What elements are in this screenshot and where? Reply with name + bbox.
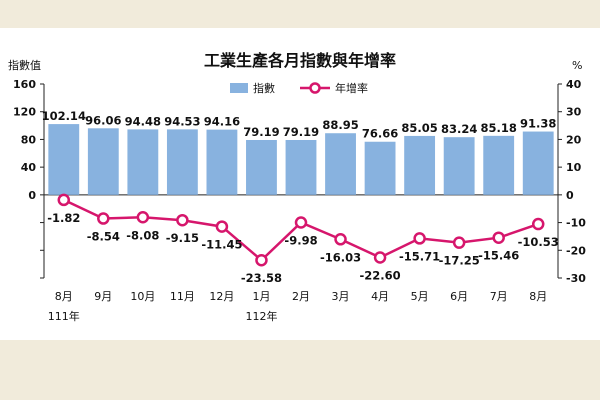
right-tick-label: 20 <box>566 133 582 146</box>
axes: 160 120 80 40 0 40 30 20 10 0 -10 -20 -30 <box>13 78 586 285</box>
chart-title: 工業生產各月指數與年增率 <box>204 51 396 70</box>
left-tick-label: 160 <box>13 78 36 91</box>
bar-value-label: 79.19 <box>243 125 279 139</box>
line-value-label: -11.45 <box>201 238 242 252</box>
bar-value-label: 88.95 <box>322 118 358 132</box>
bar-value-label: 85.18 <box>480 121 516 135</box>
left-tick-label: 80 <box>21 133 37 146</box>
right-tick-label: -30 <box>566 272 586 285</box>
left-axis-label: 指數值 <box>8 58 41 72</box>
year-label: 112年 <box>245 309 277 323</box>
legend-line-marker <box>309 82 321 94</box>
left-tick-label: 120 <box>13 106 36 119</box>
line-point <box>373 251 387 264</box>
line-point <box>294 216 308 229</box>
x-tick-label: 1月 <box>252 290 270 303</box>
legend-bar-swatch <box>230 83 248 93</box>
x-axis-labels: 8月 9月 10月 11月 12月 1月 2月 3月 4月 5月 6月 7月 8月 111年 112年 <box>48 290 547 323</box>
x-tick-label: 8月 <box>55 290 73 303</box>
x-tick-label: 2月 <box>292 290 310 303</box>
right-tick-label: -10 <box>566 217 586 230</box>
line-value-label: -10.53 <box>518 235 559 249</box>
bar-value-label: 96.06 <box>85 113 121 127</box>
bar <box>246 139 277 195</box>
line-point <box>413 232 426 245</box>
line-series: -1.82 -8.54 -8.08 -9.15 -11.45 -23.58 -9.98-16… <box>47 193 559 285</box>
legend-line-label: 年增率 <box>335 81 368 95</box>
bar <box>87 128 119 195</box>
line-point <box>97 212 110 225</box>
bar-value-label: 83.24 <box>441 122 477 136</box>
line-value-label: -22.60 <box>359 268 400 282</box>
line-value-label: -8.54 <box>87 230 120 244</box>
x-tick-label: 6月 <box>450 290 468 303</box>
line-point <box>176 213 189 227</box>
line-value-label: -8.08 <box>126 228 159 242</box>
right-axis-label: % <box>572 59 582 72</box>
line-point <box>531 217 545 231</box>
bar <box>206 129 238 195</box>
x-tick-label: 5月 <box>411 290 429 303</box>
x-tick-label: 4月 <box>371 290 389 303</box>
bar-value-label: 94.48 <box>125 114 161 128</box>
line-value-label: -1.82 <box>47 211 80 225</box>
x-tick-label: 9月 <box>94 290 112 303</box>
bar-value-label: 79.19 <box>283 125 319 139</box>
bar-value-label: 85.05 <box>401 121 437 135</box>
left-tick-label: 40 <box>21 161 37 174</box>
line-point <box>57 193 71 207</box>
line-point <box>334 233 347 246</box>
bar-value-label: 94.53 <box>164 114 200 128</box>
bar <box>443 137 475 195</box>
bar-value-label: 94.16 <box>204 115 240 129</box>
bar-value-label: 76.66 <box>362 127 398 141</box>
line-value-label: -9.15 <box>166 231 199 245</box>
left-tick-label: 0 <box>28 189 36 202</box>
bar <box>127 129 159 195</box>
bar <box>166 129 198 195</box>
bar <box>364 141 396 195</box>
year-label: 111年 <box>48 309 80 323</box>
right-tick-label: -20 <box>566 244 586 257</box>
line-value-label: -17.25 <box>439 254 480 268</box>
line-value-label: -15.71 <box>399 249 440 263</box>
line-point <box>215 220 229 233</box>
chart-panel: 工業生產各月指數與年增率 指數值 % 指數 年增率 160 120 80 40 0 40 3… <box>0 28 600 340</box>
line-value-label: -16.03 <box>320 250 361 264</box>
bar <box>48 124 80 195</box>
x-tick-label: 11月 <box>170 290 195 303</box>
right-tick-label: 40 <box>566 78 582 91</box>
bar <box>483 135 515 195</box>
line-point <box>136 211 150 224</box>
x-tick-label: 12月 <box>209 290 234 303</box>
x-tick-label: 10月 <box>130 290 155 303</box>
right-tick-label: 10 <box>566 161 582 174</box>
x-tick-label: 3月 <box>332 290 350 303</box>
bar <box>325 133 356 195</box>
right-tick-label: 0 <box>566 189 574 202</box>
line-value-label: -15.46 <box>478 249 519 263</box>
line-value-label: -9.98 <box>284 234 317 248</box>
legend-bar-label: 指數 <box>253 81 275 95</box>
bar-value-label: 91.38 <box>520 117 556 131</box>
line-value-label: -23.58 <box>241 271 282 285</box>
line-point <box>452 236 466 249</box>
bar <box>285 139 317 195</box>
bar-value-label: 102.14 <box>42 109 86 123</box>
bar <box>404 135 436 195</box>
chart-svg: 工業生產各月指數與年增率 指數值 % 指數 年增率 160 120 80 40 0 40 3… <box>8 51 586 323</box>
x-tick-label: 8月 <box>529 290 547 303</box>
x-tick-label: 7月 <box>490 290 508 303</box>
right-tick-label: 30 <box>566 106 582 119</box>
line-point <box>255 253 268 267</box>
legend: 指數 年增率 <box>230 81 368 95</box>
bar <box>522 131 554 195</box>
line-point <box>492 231 505 244</box>
